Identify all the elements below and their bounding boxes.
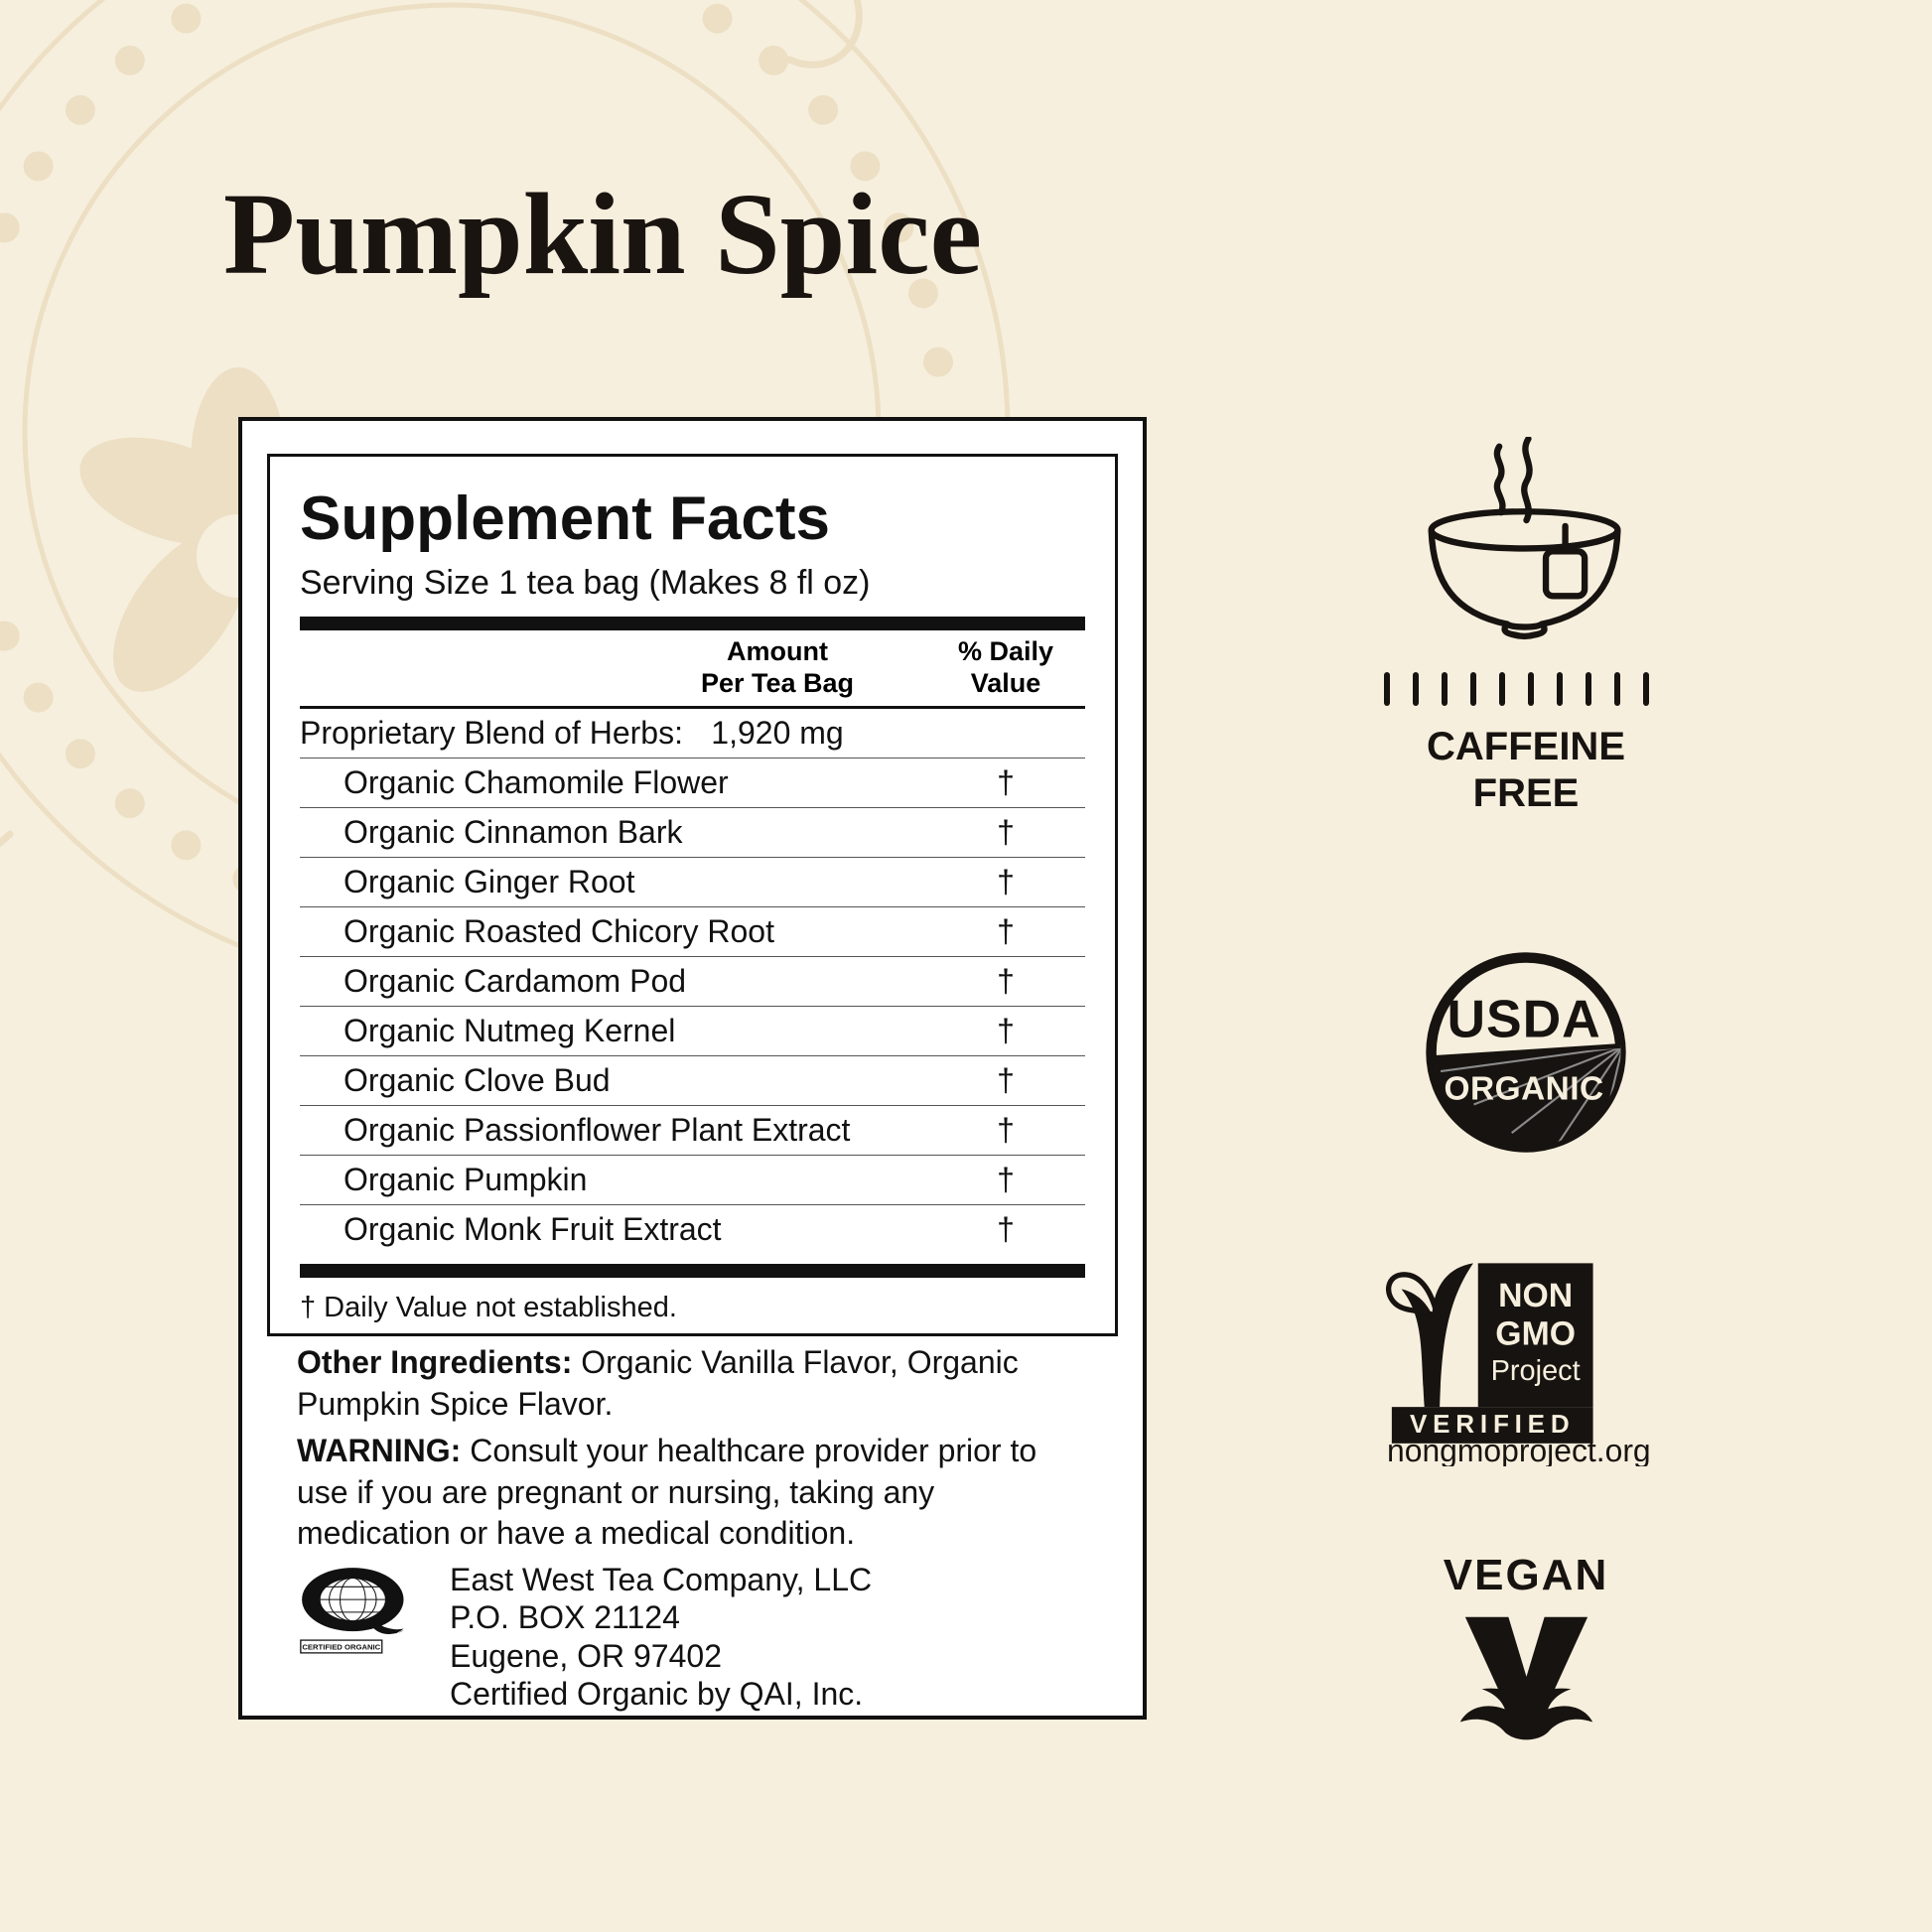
svg-text:nongmoproject.org: nongmoproject.org <box>1387 1433 1651 1466</box>
svg-text:Project: Project <box>1491 1355 1582 1387</box>
svg-text:CERTIFIED ORGANIC: CERTIFIED ORGANIC <box>302 1643 380 1652</box>
svg-text:NON: NON <box>1498 1277 1573 1314</box>
svg-text:USDA: USDA <box>1447 989 1600 1048</box>
svg-text:ORGANIC: ORGANIC <box>1445 1070 1604 1107</box>
svg-text:GMO: GMO <box>1495 1314 1576 1352</box>
